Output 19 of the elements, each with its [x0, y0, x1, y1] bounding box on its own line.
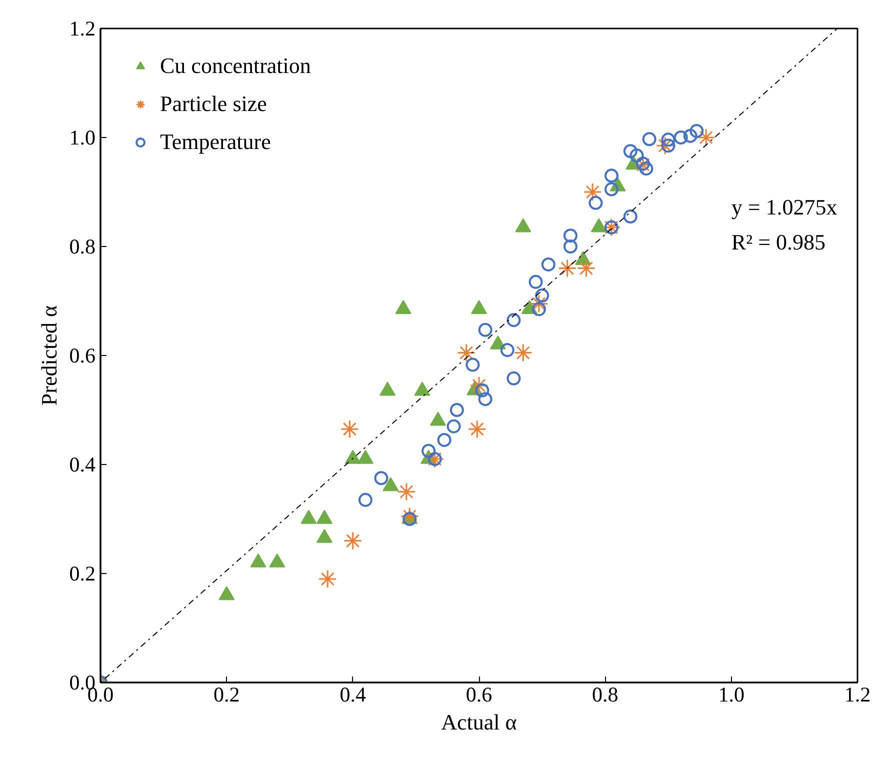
annotation: R² = 0.985: [731, 230, 826, 255]
x-tick-label: 0.4: [340, 682, 366, 706]
x-tick-label: 1.0: [718, 682, 744, 706]
annotation: y = 1.0275x: [731, 194, 838, 220]
x-tick-label: 0.8: [592, 682, 618, 706]
x-tick-label: 0.2: [214, 682, 240, 706]
y-tick-label: 1.0: [69, 126, 96, 150]
y-tick-label: 0.2: [69, 562, 96, 586]
legend-label: Temperature: [160, 129, 271, 155]
y-axis-title: Predicted α: [36, 304, 62, 406]
legend-label: Cu concentration: [160, 53, 311, 79]
y-tick-label: 0.6: [69, 344, 96, 368]
y-tick-label: 0.8: [69, 234, 96, 258]
y-tick-label: 1.2: [69, 16, 96, 40]
x-axis-title: Actual α: [441, 710, 518, 734]
legend-label: Particle size: [160, 91, 267, 117]
y-tick-label: 0.4: [69, 452, 96, 476]
x-tick-label: 0.6: [466, 682, 492, 706]
x-tick-label: 1.2: [844, 682, 871, 706]
